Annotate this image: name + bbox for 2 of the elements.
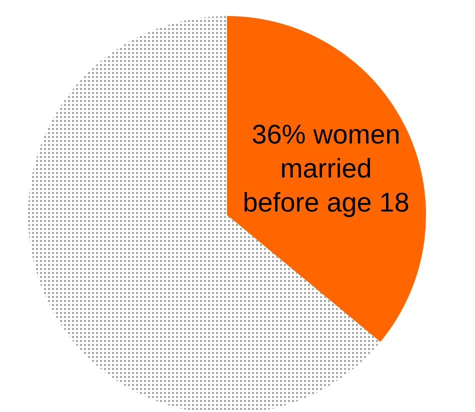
- slice-label: 36% women married before age 18: [242, 119, 410, 218]
- pie-slice: [227, 16, 426, 342]
